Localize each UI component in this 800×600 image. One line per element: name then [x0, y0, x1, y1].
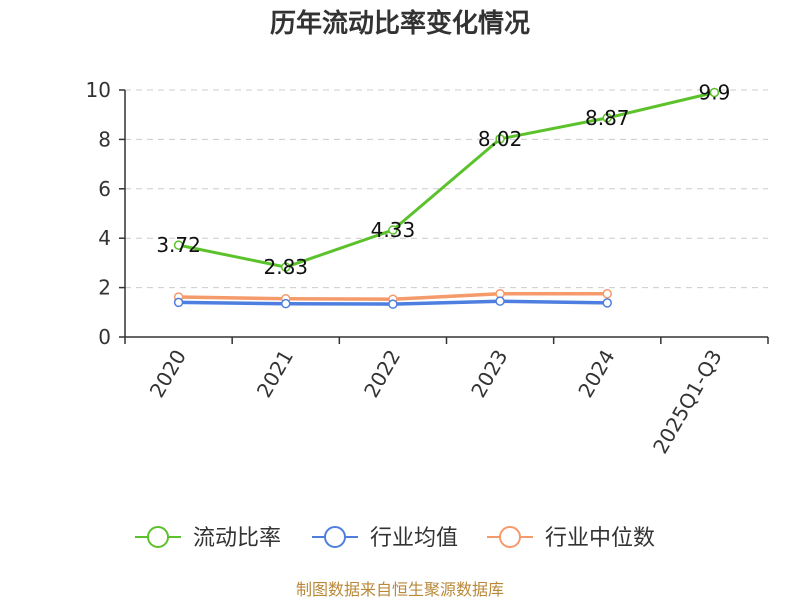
- data-point[interactable]: [495, 296, 505, 306]
- data-point[interactable]: [281, 262, 291, 272]
- data-point[interactable]: [602, 298, 612, 308]
- data-point[interactable]: [602, 113, 612, 123]
- data-point[interactable]: [173, 240, 184, 250]
- data-label: 9.9: [699, 80, 731, 104]
- data-label: 8.02: [478, 127, 523, 151]
- x-tick-label: 2023: [466, 346, 512, 402]
- data-label: 3.72: [156, 233, 201, 257]
- legend-item-1[interactable]: 行业均值: [312, 526, 458, 551]
- data-point[interactable]: [602, 289, 612, 299]
- legend-swatch-marker: [147, 526, 169, 548]
- y-tick-label: 10: [86, 78, 111, 102]
- x-tick-label: 2024: [573, 346, 619, 402]
- data-point[interactable]: [388, 225, 398, 235]
- data-point[interactable]: [388, 299, 398, 309]
- data-point[interactable]: [495, 134, 505, 144]
- y-tick-label: 4: [98, 226, 111, 250]
- y-tick-label: 6: [98, 177, 111, 201]
- x-tick-label: 2025Q1-Q3: [648, 346, 727, 458]
- y-axis: 0 2 4 6 8 10: [86, 78, 126, 349]
- series-line-0: [178, 91, 715, 269]
- x-tick-label: 2020: [145, 346, 191, 402]
- source-note: 制图数据来自恒生聚源数据库: [296, 580, 504, 599]
- legend-swatch-marker: [499, 526, 521, 548]
- data-label: 8.87: [585, 106, 630, 130]
- y-tick-label: 0: [98, 325, 111, 349]
- y-tick-label: 8: [98, 127, 111, 151]
- legend-item-2[interactable]: 行业中位数: [487, 526, 655, 551]
- legend-swatch-marker: [324, 526, 346, 548]
- data-point[interactable]: [173, 297, 184, 308]
- y-tick-label: 2: [98, 276, 111, 300]
- legend-label: 流动比率: [193, 526, 281, 551]
- data-point[interactable]: [281, 298, 291, 309]
- grid-lines: [125, 89, 768, 289]
- x-tick-label: 2021: [252, 346, 298, 402]
- data-label: 2.83: [263, 255, 308, 279]
- legend-label: 行业均值: [370, 526, 458, 551]
- x-tick-label: 2022: [359, 346, 405, 402]
- legend[interactable]: 流动比率 行业均值 行业中位数: [135, 526, 655, 551]
- data-point[interactable]: [709, 87, 720, 98]
- series-group: [173, 87, 720, 309]
- legend-item-0[interactable]: 流动比率: [135, 526, 281, 551]
- x-axis: 2020 2021 2022 2023 2024 2025Q1-Q3: [124, 336, 769, 458]
- data-labels: 3.72 2.83 4.33 8.02 8.87 9.9: [156, 80, 730, 279]
- data-label: 4.33: [371, 218, 416, 242]
- chart-title: 历年流动比率变化情况: [270, 8, 530, 39]
- legend-label: 行业中位数: [545, 526, 655, 551]
